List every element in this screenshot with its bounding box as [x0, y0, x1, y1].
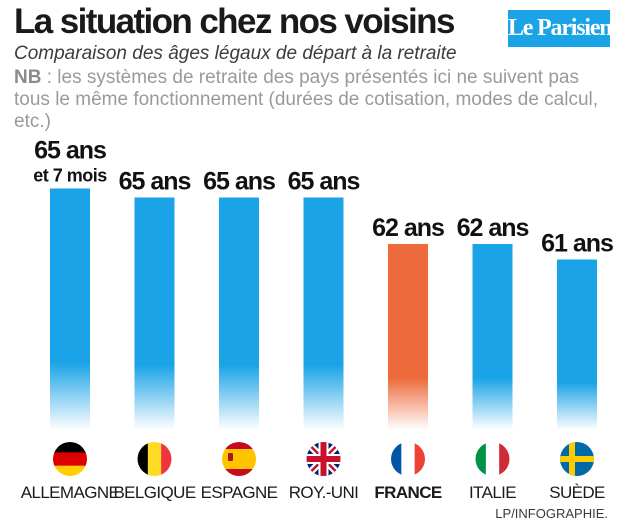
- category-label-1: BELGIQUE: [113, 483, 195, 502]
- category-label-0: ALLEMAGNE: [21, 483, 120, 502]
- uk-flag: [306, 442, 341, 476]
- bar-0: [50, 188, 90, 430]
- germany-flag: [53, 442, 87, 476]
- le-parisien-logo: Le Parisien: [508, 10, 610, 47]
- note-text: : les systèmes de retraite des pays prés…: [14, 67, 599, 132]
- bar-3: [303, 197, 344, 430]
- data-label-1: 65 ans: [119, 168, 191, 196]
- data-label-0: 65 ans: [34, 136, 106, 164]
- data-label-2: 65 ans: [203, 168, 275, 196]
- chart-note: NB : les systèmes de retraite des pays p…: [14, 67, 609, 133]
- data-label-3: 65 ans: [288, 168, 360, 196]
- credit: LP/INFOGRAPHIE.: [495, 506, 608, 521]
- bar-2: [219, 197, 259, 430]
- category-label-3: ROY.-UNI: [289, 483, 359, 502]
- note-prefix: NB: [14, 67, 42, 88]
- chart-title: La situation chez nos voisins: [14, 2, 455, 41]
- chart-subtitle: Comparaison des âges légaux de départ à …: [14, 43, 457, 64]
- bar-6: [557, 259, 597, 430]
- data-label-4: 62 ans: [372, 214, 444, 242]
- data-label-6: 61 ans: [541, 230, 613, 258]
- sweden-flag: [560, 442, 594, 476]
- data-label-5: 62 ans: [457, 214, 529, 242]
- france-flag: [391, 442, 425, 476]
- bar-5: [472, 244, 513, 430]
- category-label-5: ITALIE: [469, 483, 516, 502]
- category-label-4: FRANCE: [374, 483, 441, 502]
- spain-flag: [222, 442, 256, 476]
- bar-1: [134, 197, 175, 430]
- belgium-flag: [137, 442, 172, 476]
- bar-4: [388, 244, 428, 430]
- data-label-0-line2: et 7 mois: [33, 165, 107, 185]
- italy-flag: [475, 442, 510, 476]
- category-label-2: ESPAGNE: [201, 483, 278, 502]
- category-label-6: SUÈDE: [549, 483, 605, 502]
